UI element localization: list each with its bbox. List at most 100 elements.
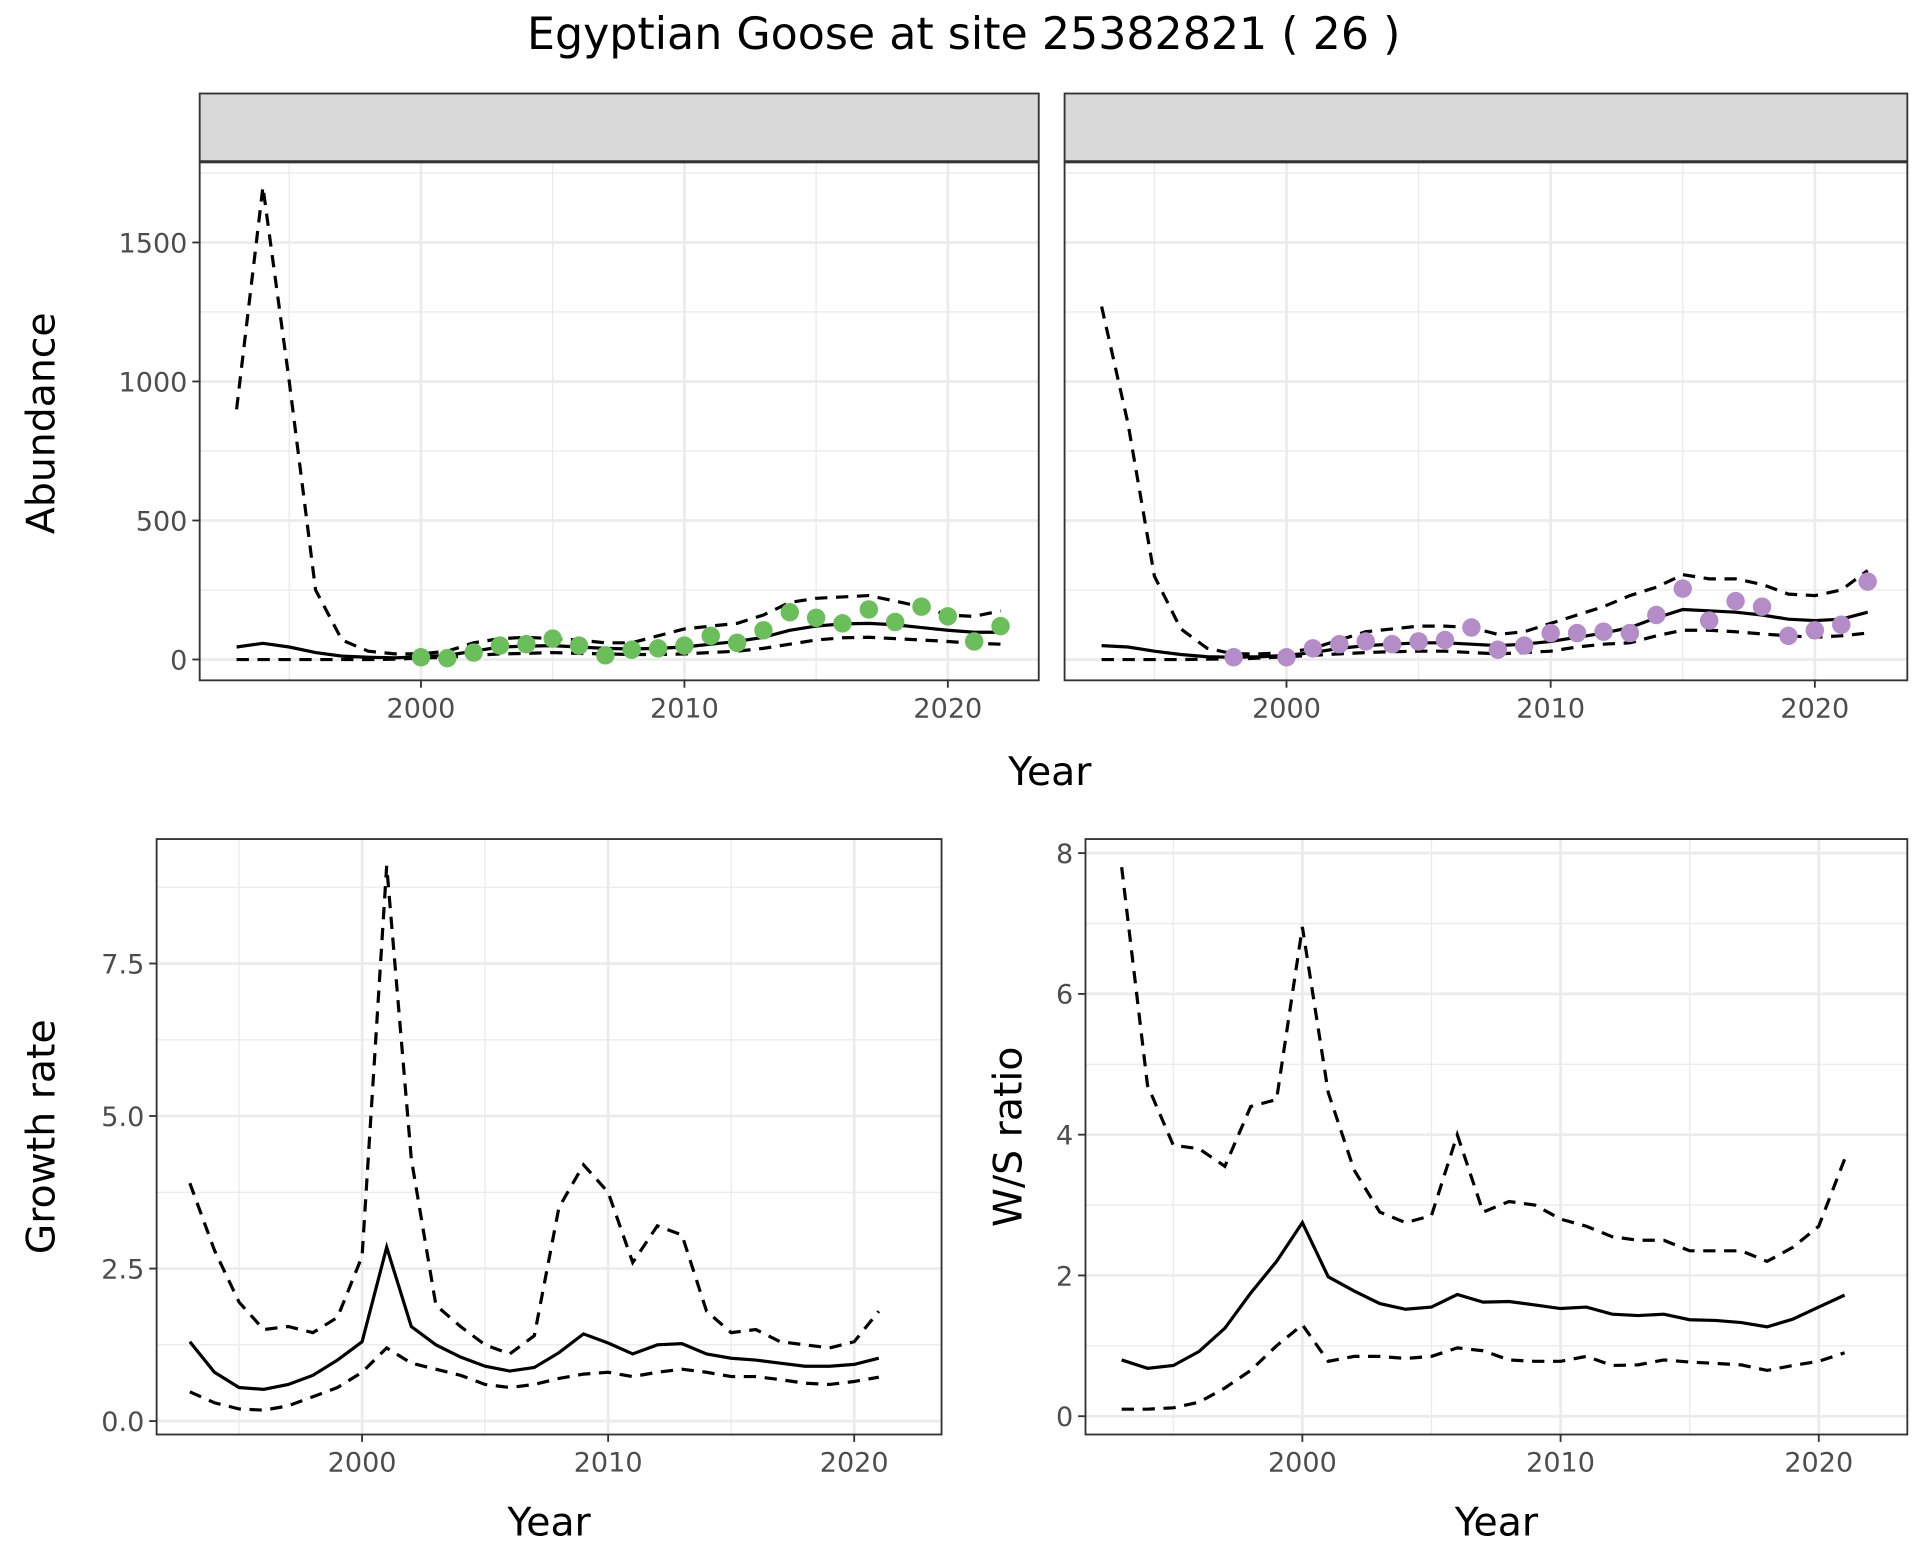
x-tick-label: 2010 xyxy=(574,1447,643,1478)
x-tick-label: 2020 xyxy=(1784,1447,1853,1478)
data-point xyxy=(1356,632,1375,651)
data-point xyxy=(596,646,615,665)
y-tick-label: 6 xyxy=(1056,980,1073,1011)
x-tick-label: 2020 xyxy=(820,1447,889,1478)
data-point xyxy=(1832,615,1851,634)
data-point xyxy=(964,632,984,651)
x-tick-label: 2010 xyxy=(1526,1447,1595,1478)
data-point xyxy=(569,636,589,655)
y-tick-label: 8 xyxy=(1056,839,1073,870)
data-point xyxy=(859,600,879,619)
data-point xyxy=(675,636,694,655)
x-tick-label: 2000 xyxy=(387,693,456,724)
data-point xyxy=(1277,648,1296,667)
series-line-fit xyxy=(236,621,1001,660)
data-point xyxy=(622,640,641,659)
panel-ws-ratio: 2000 2010 2020 0 2 4 6 8 xyxy=(1056,838,1909,1478)
data-point xyxy=(438,648,457,668)
x-tick-label: 2000 xyxy=(1252,693,1321,724)
chart-title: Egyptian Goose at site 25382821 ( 26 ) xyxy=(527,9,1400,60)
data-point xyxy=(1673,579,1692,598)
data-point xyxy=(938,607,958,626)
data-point xyxy=(490,636,510,655)
y-tick-label: 500 xyxy=(136,506,188,537)
data-point xyxy=(1805,621,1825,640)
plot-background xyxy=(1064,162,1908,681)
x-tick-label: 2010 xyxy=(650,693,719,724)
series-line-lower xyxy=(1121,1322,1846,1411)
y-axis-label-growth: Growth rate xyxy=(19,1019,65,1254)
data-point xyxy=(464,643,483,662)
data-point xyxy=(1409,632,1428,651)
data-point xyxy=(1647,605,1666,625)
data-point xyxy=(1858,572,1877,591)
data-point xyxy=(1541,623,1560,643)
x-axis-label-ratio: Year xyxy=(1454,1499,1539,1545)
y-tick-label: 1000 xyxy=(119,367,188,398)
data-point xyxy=(780,603,800,622)
data-point xyxy=(543,629,562,648)
plot-background xyxy=(156,839,942,1435)
series-line-fit xyxy=(188,1241,880,1391)
data-point xyxy=(1567,623,1587,643)
data-point xyxy=(727,633,747,653)
data-point xyxy=(1330,634,1349,654)
data-point xyxy=(754,621,773,640)
y-tick-label: 0 xyxy=(1056,1402,1073,1433)
data-point xyxy=(517,634,536,654)
y-tick-label: 2.5 xyxy=(101,1254,144,1285)
data-point xyxy=(411,648,431,667)
series-line-lower xyxy=(236,635,1001,662)
data-point xyxy=(991,616,1010,636)
panel-growth-rate: 2000 2010 2020 0.0 2.5 5.0 7.5 xyxy=(101,838,943,1478)
y-tick-label: 2 xyxy=(1056,1261,1073,1292)
data-point xyxy=(1726,591,1745,611)
data-point xyxy=(1699,611,1719,630)
y-tick-label: 7.5 xyxy=(101,949,144,980)
data-point xyxy=(912,597,931,616)
y-tick-label: 4 xyxy=(1056,1121,1073,1152)
facet-strip xyxy=(198,92,1040,163)
y-axis-label-abundance: Abundance xyxy=(19,312,65,534)
data-point xyxy=(648,639,668,658)
x-tick-label: 2000 xyxy=(1268,1447,1337,1478)
y-tick-label: 0 xyxy=(170,645,187,676)
data-point xyxy=(1620,623,1640,643)
data-point xyxy=(833,614,852,633)
series-line-upper xyxy=(1120,867,1847,1264)
y-tick-label: 5.0 xyxy=(101,1102,144,1133)
series-line-upper xyxy=(235,186,1001,656)
x-tick-label: 2020 xyxy=(913,693,982,724)
panel-abundance-summer: 2000 2010 2020 0 500 1000 1500 xyxy=(119,92,1040,724)
data-point xyxy=(1382,634,1402,654)
facet-strip xyxy=(1063,92,1909,163)
data-point xyxy=(1752,597,1772,616)
plot-background xyxy=(199,162,1039,681)
data-point xyxy=(1594,622,1613,641)
data-point xyxy=(1462,618,1481,637)
series-line-fit xyxy=(1121,1219,1846,1370)
panel-abundance-winter: 2000 2010 2020 xyxy=(1063,92,1909,724)
panel-border xyxy=(198,161,1040,682)
x-axis-label-abundance: Year xyxy=(1007,749,1092,795)
y-axis-label-ratio: W/S ratio xyxy=(986,1047,1032,1227)
x-axis-label-growth: Year xyxy=(506,1499,591,1545)
x-tick-label: 2010 xyxy=(1516,693,1585,724)
x-tick-label: 2000 xyxy=(328,1447,397,1478)
panel-border xyxy=(1084,838,1909,1436)
y-tick-label: 1500 xyxy=(119,228,188,259)
plot-background xyxy=(1085,839,1908,1435)
series-line-upper xyxy=(1100,306,1869,656)
y-tick-label: 0.0 xyxy=(101,1407,144,1438)
data-point xyxy=(885,612,905,632)
panel-border xyxy=(155,838,943,1436)
data-point xyxy=(1303,639,1323,658)
data-point xyxy=(1488,640,1508,659)
data-point xyxy=(701,626,720,646)
data-point xyxy=(1515,636,1534,655)
series-line-upper xyxy=(188,865,881,1356)
data-point xyxy=(1779,626,1798,646)
data-point xyxy=(806,608,826,628)
